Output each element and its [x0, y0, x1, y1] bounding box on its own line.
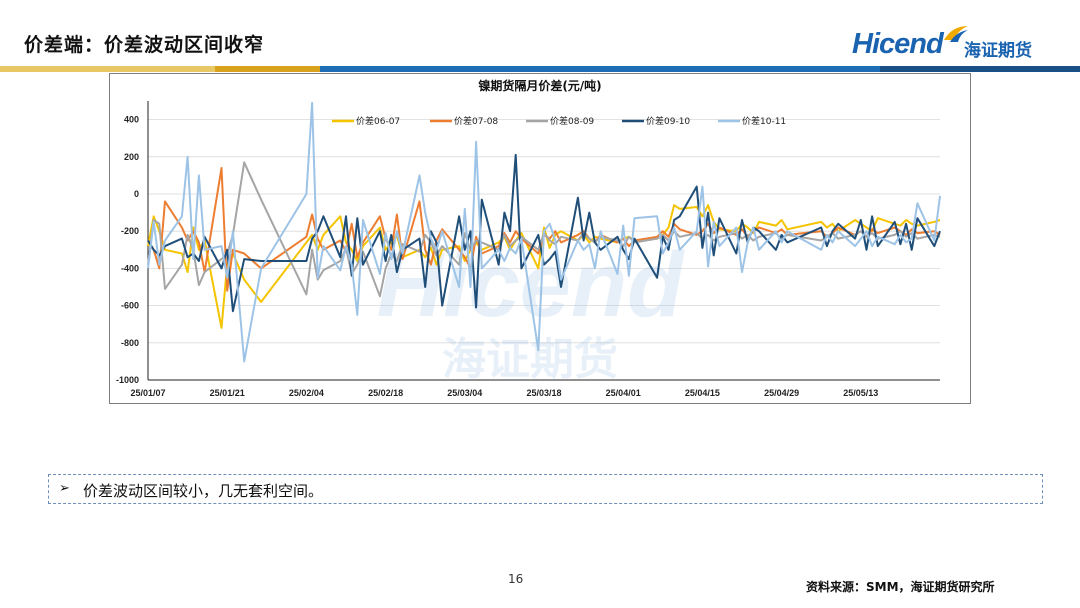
logo-swoosh-icon [944, 26, 968, 42]
x-tick-label: 25/04/01 [606, 388, 641, 398]
nickel-spread-chart: Hicend 海证期货 400 200 0 -200 -400 -600 -800 -1000… [116, 78, 941, 398]
legend-label-0: 价差06-07 [356, 115, 400, 127]
y-tick-label: -200 [121, 226, 139, 236]
chart-series [147, 101, 941, 363]
header-bar-segment-blue [320, 66, 880, 72]
y-tick-label: -400 [121, 263, 139, 273]
x-tick-label: 25/02/04 [289, 388, 324, 398]
summary-text: 价差波动区间较小，几无套利空间。 [83, 482, 324, 500]
y-tick-label: 200 [124, 152, 139, 162]
x-tick-label: 25/05/13 [843, 388, 878, 398]
bullet-arrow-icon: ➢ [59, 481, 70, 496]
x-tick-label: 25/01/21 [210, 388, 245, 398]
y-tick-label: -1000 [116, 375, 139, 385]
data-source: 资料来源：SMM，海证期货研究所 [806, 580, 995, 594]
brand-logo: Hicend 海证期货 [852, 26, 1062, 66]
y-tick-label: -600 [121, 301, 139, 311]
page-number: 16 [508, 572, 524, 586]
header-bar-segment-gold [215, 66, 320, 72]
legend-label-4: 价差10-11 [742, 115, 786, 127]
header-divider [0, 66, 1080, 72]
header-bar-segment-light-gold [0, 66, 215, 72]
page-title: 价差端：价差波动区间收窄 [24, 34, 265, 56]
y-tick-label: 400 [124, 115, 139, 125]
x-tick-label: 25/02/18 [368, 388, 403, 398]
logo-latin: Hicend [852, 28, 944, 60]
series-line-4 [147, 101, 941, 363]
watermark-chinese: 海证期货 [442, 334, 618, 385]
chart-frame: Hicend 海证期货 400 200 0 -200 -400 -600 -800 -1000… [109, 73, 971, 404]
x-tick-label: 25/03/18 [526, 388, 561, 398]
chart-legend: 价差06-07 价差07-08 价差08-09 价差09-10 价差10-11 [332, 115, 786, 127]
x-tick-label: 25/04/15 [685, 388, 720, 398]
chart-title: 镍期货隔月价差(元/吨) [478, 78, 601, 93]
legend-label-3: 价差09-10 [646, 115, 690, 127]
x-tick-label: 25/01/07 [130, 388, 165, 398]
series-line-2 [147, 161, 941, 298]
legend-label-2: 价差08-09 [550, 115, 594, 127]
chart-watermark: Hicend 海证期货 [377, 234, 686, 385]
summary-box: ➢ 价差波动区间较小，几无套利空间。 [48, 474, 1043, 504]
header-bar-segment-dark-blue [880, 66, 1080, 72]
x-tick-label: 25/04/29 [764, 388, 799, 398]
y-tick-label: 0 [134, 189, 139, 199]
x-tick-label: 25/03/04 [447, 388, 482, 398]
legend-label-1: 价差07-08 [454, 115, 498, 127]
series-line-1 [147, 167, 941, 292]
logo-chinese: 海证期货 [964, 41, 1032, 61]
series-line-3 [147, 153, 941, 313]
series-line-0 [147, 204, 941, 329]
y-tick-label: -800 [121, 338, 139, 348]
chart-axes: 400 200 0 -200 -400 -600 -800 -1000 25/01/07 25/0… [116, 101, 940, 398]
